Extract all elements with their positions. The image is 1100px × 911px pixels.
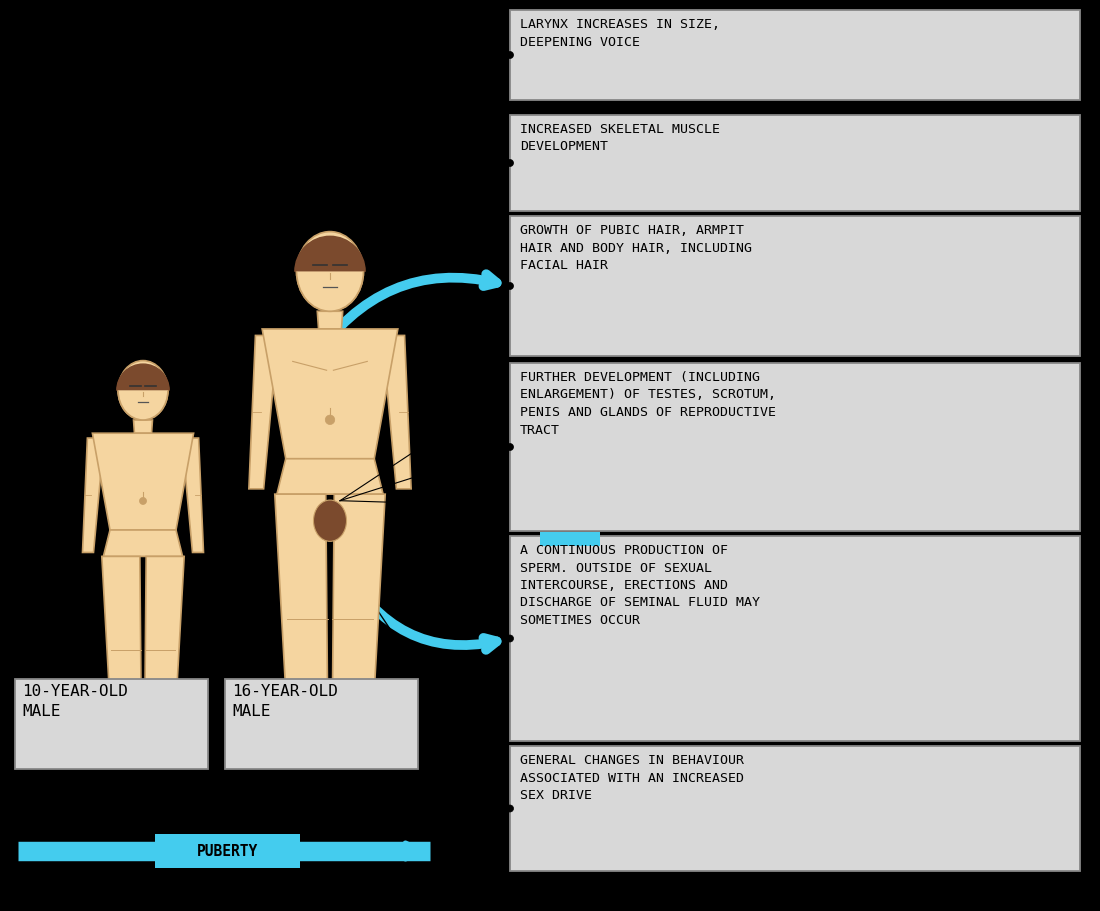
Bar: [155, 834, 300, 868]
Text: GENERAL CHANGES IN BEHAVIOUR
ASSOCIATED WITH AN INCREASED
SEX DRIVE: GENERAL CHANGES IN BEHAVIOUR ASSOCIATED …: [520, 754, 744, 802]
Polygon shape: [277, 459, 383, 494]
Polygon shape: [249, 335, 278, 489]
Polygon shape: [108, 726, 144, 739]
Bar: [540, 532, 600, 546]
Bar: [510, 363, 1080, 531]
Bar: [510, 536, 1080, 741]
Ellipse shape: [297, 231, 363, 312]
Text: FURTHER DEVELOPMENT (INCLUDING
ENLARGEMENT) OF TESTES, SCROTUM,
PENIS AND GLANDS: FURTHER DEVELOPMENT (INCLUDING ENLARGEME…: [520, 371, 776, 436]
Polygon shape: [182, 438, 204, 552]
Ellipse shape: [118, 361, 168, 420]
Wedge shape: [117, 364, 169, 390]
Polygon shape: [92, 434, 194, 530]
Polygon shape: [275, 494, 328, 722]
Polygon shape: [382, 335, 411, 489]
Bar: [15, 679, 208, 769]
Polygon shape: [102, 557, 141, 726]
Bar: [510, 216, 1080, 356]
Polygon shape: [103, 530, 183, 557]
Polygon shape: [82, 438, 104, 552]
Text: PUBERTY: PUBERTY: [197, 844, 257, 858]
Text: INCREASED SKELETAL MUSCLE
DEVELOPMENT: INCREASED SKELETAL MUSCLE DEVELOPMENT: [520, 123, 720, 153]
Bar: [510, 746, 1080, 871]
Polygon shape: [142, 726, 178, 739]
Circle shape: [506, 52, 514, 58]
Text: A CONTINUOUS PRODUCTION OF
SPERM. OUTSIDE OF SEXUAL
INTERCOURSE, ERECTIONS AND
D: A CONTINUOUS PRODUCTION OF SPERM. OUTSID…: [520, 544, 760, 627]
Polygon shape: [133, 420, 153, 434]
Wedge shape: [295, 236, 365, 271]
Circle shape: [506, 282, 514, 290]
Circle shape: [326, 415, 334, 425]
Polygon shape: [297, 271, 363, 312]
Polygon shape: [329, 722, 378, 739]
Circle shape: [506, 635, 514, 642]
Bar: [510, 10, 1080, 100]
Polygon shape: [332, 494, 385, 722]
Bar: [510, 115, 1080, 211]
Text: 16-YEAR-OLD
MALE: 16-YEAR-OLD MALE: [232, 684, 338, 719]
Polygon shape: [282, 722, 331, 739]
Circle shape: [506, 444, 514, 451]
Polygon shape: [317, 312, 343, 329]
Text: GROWTH OF PUBIC HAIR, ARMPIT
HAIR AND BODY HAIR, INCLUDING
FACIAL HAIR: GROWTH OF PUBIC HAIR, ARMPIT HAIR AND BO…: [520, 224, 752, 272]
Circle shape: [506, 159, 514, 167]
Bar: [226, 679, 418, 769]
Polygon shape: [145, 557, 184, 726]
Text: 10-YEAR-OLD
MALE: 10-YEAR-OLD MALE: [22, 684, 128, 719]
Polygon shape: [262, 329, 398, 459]
Circle shape: [506, 805, 514, 812]
Polygon shape: [118, 390, 168, 420]
Circle shape: [140, 497, 146, 505]
Text: LARYNX INCREASES IN SIZE,
DEEPENING VOICE: LARYNX INCREASES IN SIZE, DEEPENING VOIC…: [520, 18, 720, 48]
Ellipse shape: [314, 500, 346, 541]
